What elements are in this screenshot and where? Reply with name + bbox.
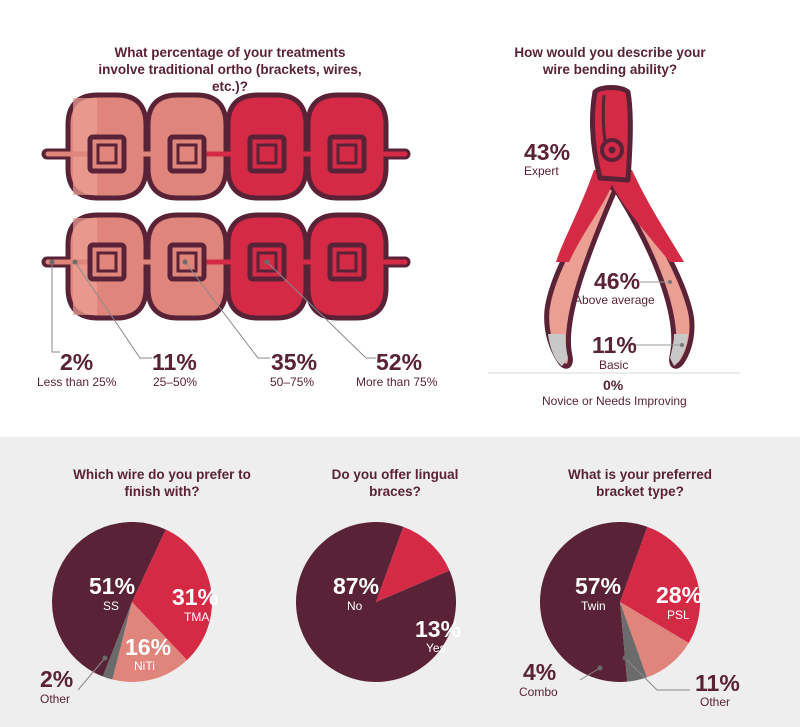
wire-pct-2: 11% — [592, 332, 637, 358]
treatments-pct-2: 35% — [271, 349, 318, 375]
lingual-yes-label: Yes — [426, 641, 446, 655]
pie-slice-psl — [620, 526, 701, 643]
wire-pct-3: 0% — [603, 377, 624, 393]
pie-slice-ss — [52, 522, 166, 677]
pie-slice-no — [296, 522, 457, 682]
wire-pct-0: 43% — [524, 139, 571, 165]
bracket-combo-label: Combo — [519, 685, 558, 699]
bracket-type-question: What is your preferred bracket type? — [567, 467, 713, 499]
treatments-label-2: 50–75% — [270, 375, 315, 389]
pie-slice-niti — [112, 602, 187, 682]
wire-label-1: Above average — [574, 293, 655, 307]
treatments-pct-3: 52% — [376, 349, 423, 375]
treatments-label-3: More than 75% — [356, 375, 438, 389]
pie-leader-line — [624, 657, 690, 691]
pie-leader-line — [579, 667, 601, 681]
finish-tma-label: TMA — [184, 610, 210, 624]
pliers-right-tip — [670, 334, 688, 366]
pie-slice-tma — [132, 529, 212, 661]
wire-pct-1: 46% — [594, 268, 641, 294]
braces-leader-lines — [49, 259, 376, 359]
finish-tma-pct: 31% — [172, 584, 219, 610]
bracket-twin-pct: 57% — [575, 573, 622, 599]
pie-slice-other — [620, 602, 689, 678]
lingual-question: Do you offer lingual braces? — [331, 467, 459, 499]
treatments-pct-1: 11% — [152, 349, 197, 375]
pie-leader-line — [77, 657, 106, 691]
lingual-no-pct: 87% — [333, 573, 380, 599]
finish-niti-label: NiTi — [134, 659, 155, 673]
finish-ss-label: SS — [103, 599, 120, 613]
treatments-question: What percentage of your treatments invol… — [98, 45, 362, 94]
bracket-other-pct: 11% — [695, 670, 740, 696]
bracket-psl-label: PSL — [667, 608, 690, 622]
bracket-combo-pct: 4% — [523, 659, 557, 685]
lingual-yes-pct: 13% — [415, 616, 462, 642]
pie-slice-twin — [540, 522, 648, 682]
lingual-no-label: No — [347, 599, 363, 613]
finish-other-pct: 2% — [40, 666, 74, 692]
treatments-pct-0: 2% — [60, 349, 94, 375]
finish-wire-question: Which wire do you prefer to finish with? — [73, 467, 251, 499]
bracket-twin-label: Twin — [581, 599, 606, 613]
pliers-red-grip — [556, 170, 684, 262]
wire-label-0: Expert — [524, 164, 559, 178]
pie-slice-yes — [376, 526, 450, 602]
bracket-other-label: Other — [700, 695, 731, 709]
treatments-label-1: 25–50% — [153, 375, 198, 389]
treatments-label-0: Less than 25% — [37, 375, 117, 389]
wire-label-2: Basic — [599, 358, 629, 372]
finish-other-label: Other — [40, 692, 71, 706]
pliers-left-tip — [548, 334, 568, 366]
finish-ss-pct: 51% — [89, 573, 136, 599]
pie-slice-combo — [620, 602, 647, 682]
finish-niti-pct: 16% — [125, 634, 172, 660]
braces-row-top — [41, 92, 411, 201]
wire-bending-question: How would you describe your wire bending… — [514, 45, 706, 77]
wire-label-3: Novice or Needs Improving — [542, 394, 687, 408]
pie-slice-other — [102, 602, 132, 680]
bracket-psl-pct: 28% — [656, 582, 703, 608]
